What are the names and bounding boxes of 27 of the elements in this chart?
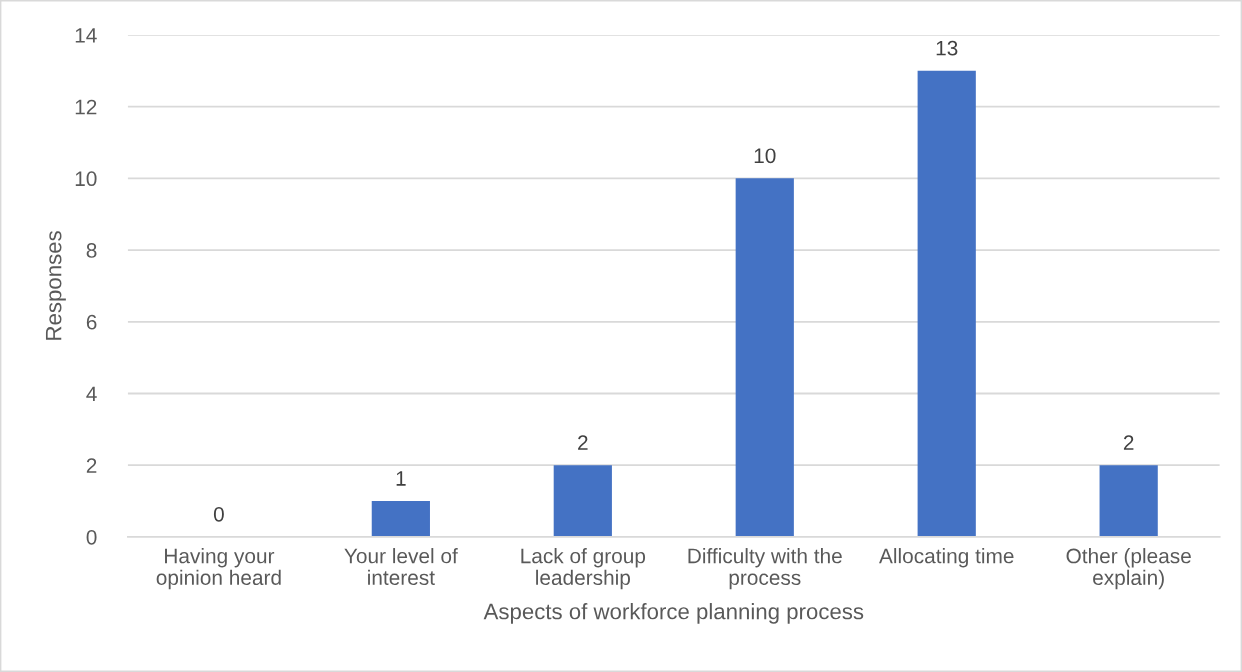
y-tick-label: 2 bbox=[86, 458, 97, 473]
y-tick-label: 14 bbox=[75, 28, 97, 43]
data-label: 0 bbox=[213, 506, 224, 522]
x-tick-label: Allocating time bbox=[879, 548, 1014, 568]
bar bbox=[371, 501, 430, 537]
y-tick-label: 0 bbox=[86, 529, 97, 545]
x-tick-label: Lack of group leadership bbox=[521, 548, 646, 590]
data-label: 2 bbox=[578, 435, 588, 450]
bar bbox=[735, 178, 794, 537]
y-tick-label: 8 bbox=[86, 243, 97, 258]
x-tick-label: Difficulty with the process bbox=[688, 548, 842, 590]
y-tick-label: 4 bbox=[86, 386, 97, 402]
y-tick-label: 6 bbox=[86, 314, 97, 330]
data-label: 1 bbox=[396, 471, 406, 486]
y-tick-label: 12 bbox=[75, 99, 97, 115]
data-label: 10 bbox=[754, 148, 776, 164]
bar bbox=[1099, 465, 1158, 537]
x-tick-label: Your level of interest bbox=[344, 548, 458, 586]
x-axis-title: Aspects of workforce planning process bbox=[483, 603, 864, 624]
bar bbox=[553, 465, 612, 537]
y-tick-label: 10 bbox=[75, 171, 97, 187]
data-label: 2 bbox=[1123, 435, 1134, 450]
data-label: 13 bbox=[936, 40, 958, 56]
y-axis-title: Responses bbox=[45, 231, 66, 340]
x-tick-label: Other (please explain) bbox=[1066, 548, 1191, 590]
x-tick-label: Having your opinion heard bbox=[156, 548, 281, 590]
bar bbox=[917, 70, 976, 537]
